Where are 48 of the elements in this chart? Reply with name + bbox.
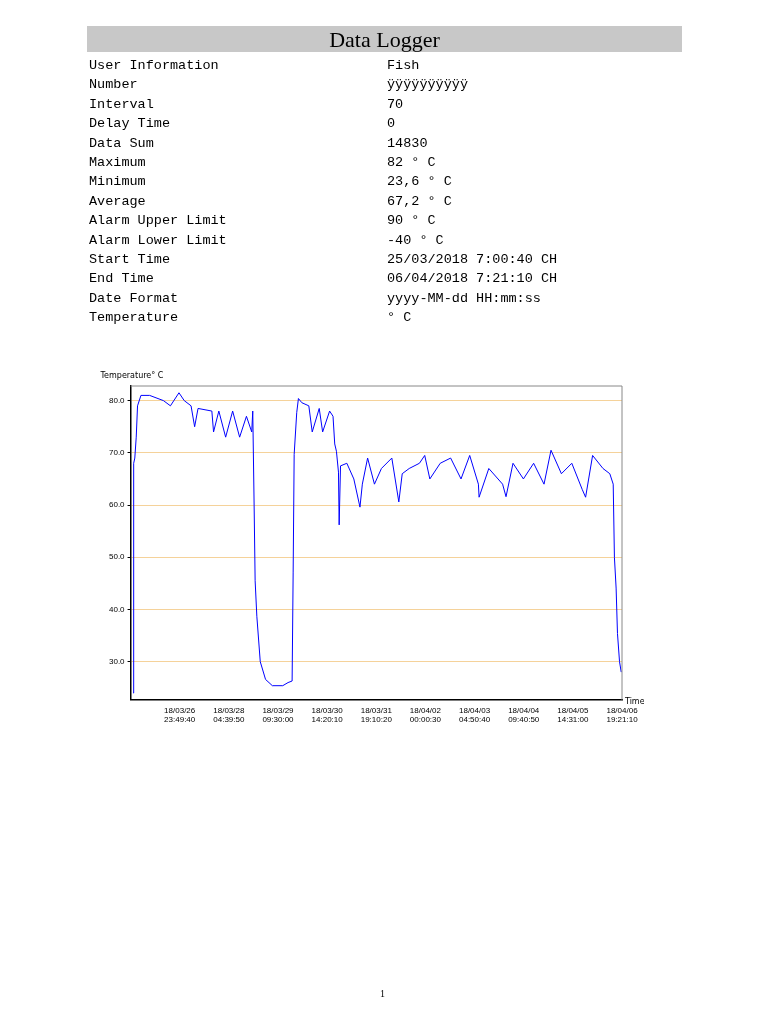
text: 70 xyxy=(387,95,405,114)
text: 06/04/2018 7:21:10 CH xyxy=(387,270,559,289)
x-tick-label: 18/04/02 00:00:30 xyxy=(409,705,442,725)
y-tick-label: 70.0 xyxy=(108,448,126,458)
x-tick-label: 18/03/31 19:10:20 xyxy=(360,705,393,725)
y-tick-label: 30.0 xyxy=(108,656,126,666)
y-tick-label: 60.0 xyxy=(108,500,126,510)
text: Start Time xyxy=(89,251,171,270)
x-tick-label: 18/03/26 23:49:40 xyxy=(164,705,196,725)
x-tick-label: 18/04/06 19:21:10 xyxy=(606,705,639,725)
text: 82 ° C xyxy=(387,154,437,173)
text: yyyy-MM-dd HH:mm:ss xyxy=(387,289,542,308)
y-tick-label: 40.0 xyxy=(108,604,126,614)
text: Delay Time xyxy=(89,115,171,134)
text: Number xyxy=(89,76,139,95)
x-tick-label: 18/03/29 09:30:00 xyxy=(262,705,295,725)
x-tick-label: 18/03/30 14:20:10 xyxy=(311,705,344,725)
x-tick-label: 18/04/05 14:31:00 xyxy=(557,705,589,725)
text: Fish xyxy=(387,57,421,75)
text: 14830 xyxy=(387,134,429,153)
text: Alarm Lower Limit xyxy=(89,231,228,250)
text: -40 ° C xyxy=(387,231,445,250)
y-axis-title: Temperature° C xyxy=(99,371,164,381)
text: 25/03/2018 7:00:40 CH xyxy=(387,251,559,270)
text: Data Sum xyxy=(89,134,155,153)
text: 0 xyxy=(387,115,397,134)
text: 23,6 ° C xyxy=(387,173,453,192)
text: 90 ° C xyxy=(387,212,437,231)
text: End Time xyxy=(89,270,155,289)
text: Temperature xyxy=(89,309,180,328)
text: Average xyxy=(89,192,147,211)
text: ÿÿÿÿÿÿÿÿÿÿ xyxy=(387,76,469,95)
text: Minimum xyxy=(89,173,147,192)
x-axis-title: Time xyxy=(624,696,645,706)
x-tick-label: 18/04/04 09:40:50 xyxy=(508,705,540,725)
text: 1 xyxy=(380,988,385,999)
text: User Information xyxy=(89,57,220,75)
text: Alarm Upper Limit xyxy=(89,212,228,231)
text: 67,2 ° C xyxy=(387,192,453,211)
text: Date Format xyxy=(89,289,180,308)
chart-title: Data Logger xyxy=(87,26,682,52)
x-tick-label: 18/03/28 04:39:50 xyxy=(213,705,245,725)
text: Maximum xyxy=(89,154,147,173)
y-tick-label: 50.0 xyxy=(108,552,126,562)
y-tick-label: 80.0 xyxy=(108,395,126,405)
text: Interval xyxy=(89,95,155,114)
text: ° C xyxy=(387,309,413,328)
x-tick-label: 18/04/03 04:50:40 xyxy=(458,705,491,725)
